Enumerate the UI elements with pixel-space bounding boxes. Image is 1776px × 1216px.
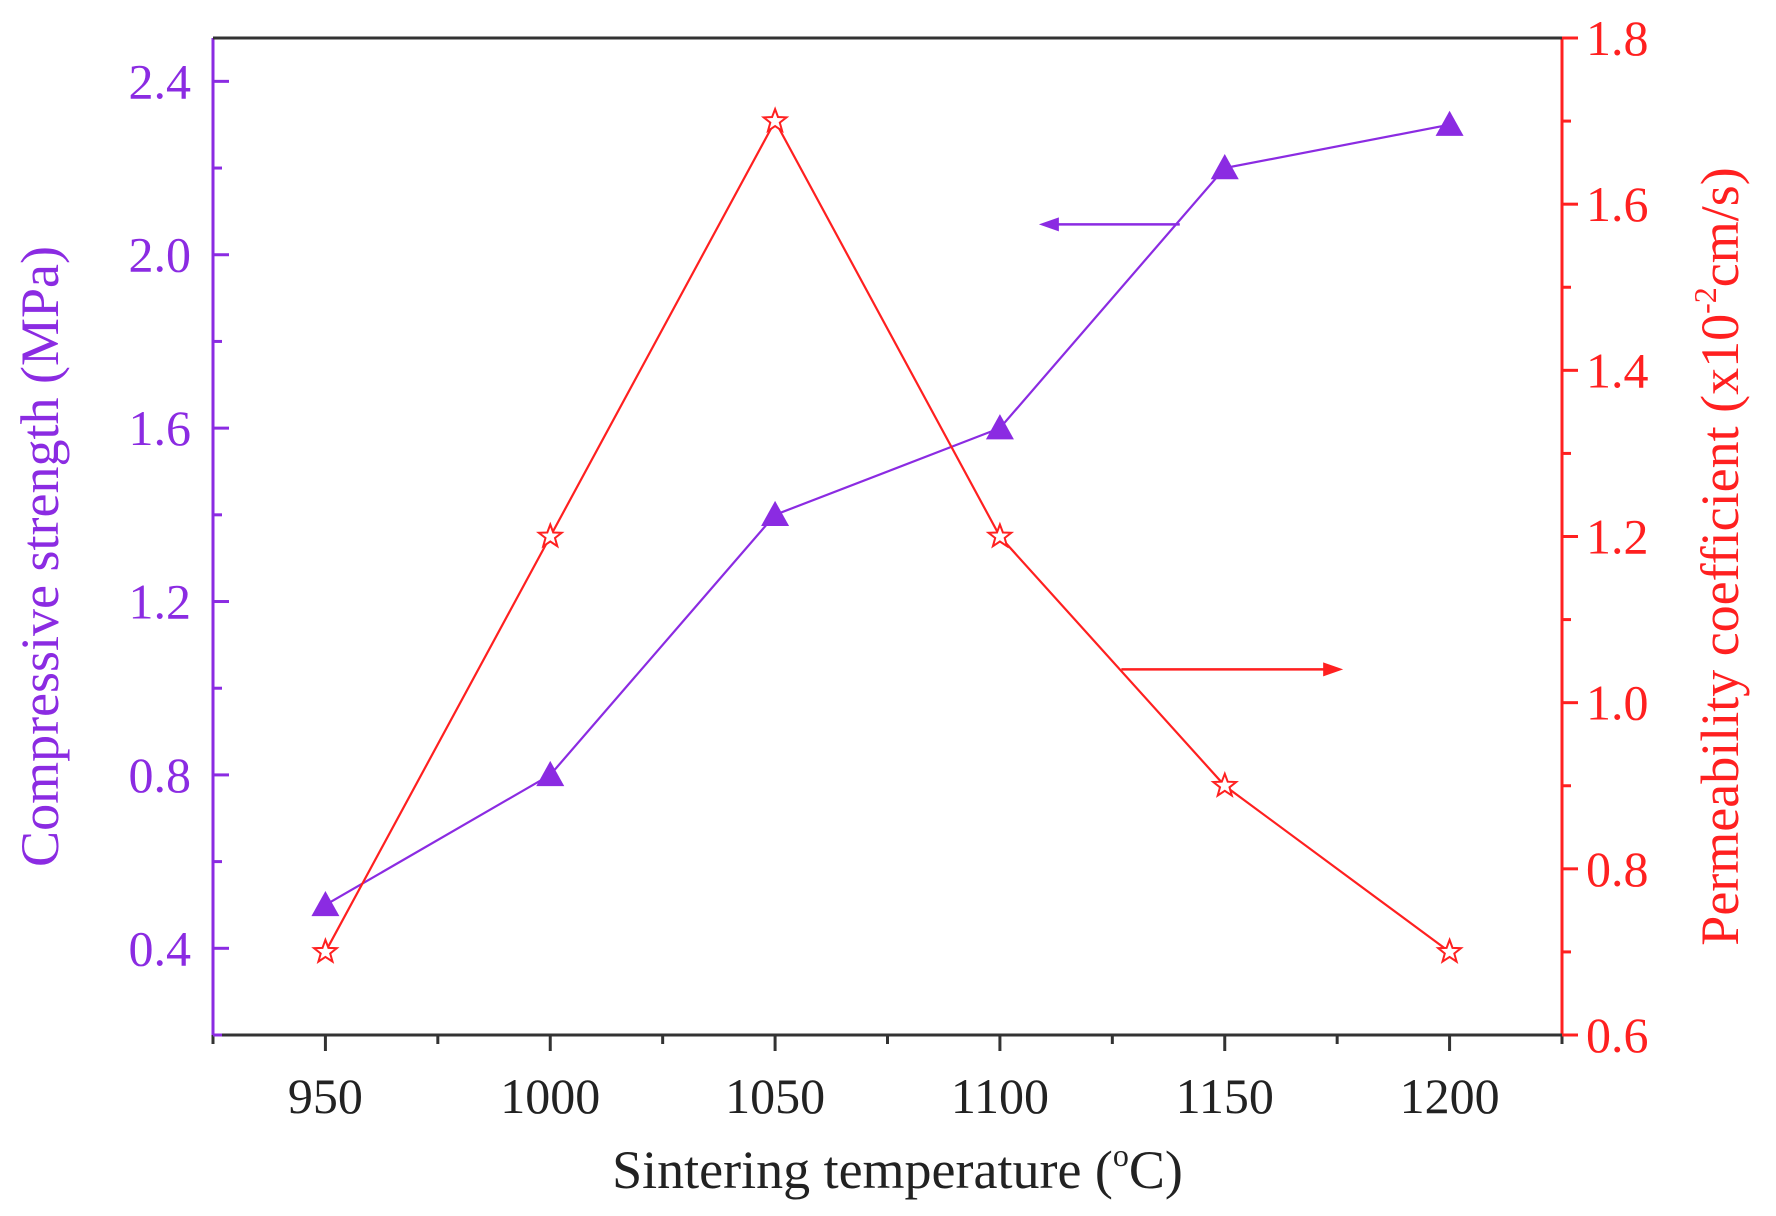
left-y-tick-label: 2.4 bbox=[129, 53, 192, 109]
triangle-marker bbox=[1435, 110, 1464, 136]
right-y-axis-title: Permeability coefficient (x10-2cm/s) bbox=[1687, 167, 1750, 945]
triangle-marker bbox=[761, 500, 790, 527]
arrow-annotations bbox=[1038, 217, 1344, 677]
left-y-axis-title: Compressive strength (MPa) bbox=[10, 246, 70, 867]
right-y-axis-ticks: 0.6 0.8 1.0 1.2 1.4 1.6 1.8 bbox=[1562, 10, 1649, 1063]
x-axis-title: Sintering temperature (oC) bbox=[612, 1137, 1183, 1200]
right-y-tick-label: 1.6 bbox=[1586, 176, 1649, 232]
x-axis-title-tail: C) bbox=[1129, 1140, 1183, 1200]
right-y-tick-label: 1.2 bbox=[1586, 509, 1649, 565]
triangle-marker bbox=[985, 414, 1014, 440]
right-y-tick-label: 1.8 bbox=[1586, 10, 1649, 66]
star-marker bbox=[1210, 770, 1239, 798]
right-y-axis-title-post: cm/s) bbox=[1690, 167, 1750, 287]
triangle-marker bbox=[1210, 154, 1239, 180]
right-y-tick-label: 1.4 bbox=[1586, 342, 1649, 398]
x-axis-title-main: Sintering temperature ( bbox=[612, 1140, 1113, 1200]
right-y-tick-label: 0.8 bbox=[1586, 841, 1649, 897]
left-y-tick-label: 1.6 bbox=[129, 400, 192, 456]
star-marker bbox=[1435, 937, 1464, 964]
right-arrow-head bbox=[1323, 662, 1344, 677]
x-axis-title-sup: o bbox=[1113, 1137, 1129, 1173]
series-lines bbox=[324, 118, 1451, 953]
left-y-axis-ticks: 0.4 0.8 1.2 1.6 2.0 2.4 bbox=[129, 53, 229, 1037]
right-series-line bbox=[324, 118, 1451, 953]
star-marker bbox=[311, 937, 340, 964]
star-marker bbox=[536, 521, 565, 549]
x-tick-label: 1200 bbox=[1400, 1068, 1500, 1124]
triangle-marker bbox=[536, 760, 565, 787]
right-y-axis-title-pre: Permeability coefficient (x10 bbox=[1690, 314, 1750, 946]
left-arrow-head bbox=[1038, 217, 1059, 232]
series-markers bbox=[311, 106, 1464, 964]
x-tick-label: 950 bbox=[288, 1068, 363, 1124]
x-tick-label: 1000 bbox=[500, 1068, 600, 1124]
right-y-tick-label: 0.6 bbox=[1586, 1007, 1649, 1063]
right-y-tick-label: 1.0 bbox=[1586, 675, 1649, 731]
left-series-line bbox=[324, 123, 1450, 906]
triangle-marker bbox=[311, 890, 340, 917]
star-marker bbox=[760, 106, 790, 134]
x-axis-ticks: 950 1000 1050 1100 1150 1200 bbox=[211, 1035, 1564, 1124]
left-y-tick-label: 2.0 bbox=[129, 227, 192, 283]
left-y-tick-label: 1.2 bbox=[129, 574, 192, 630]
right-y-axis-title-sup: -2 bbox=[1687, 287, 1723, 314]
x-tick-label: 1150 bbox=[1176, 1068, 1274, 1124]
x-tick-label: 1100 bbox=[951, 1068, 1049, 1124]
star-marker bbox=[985, 521, 1015, 549]
x-tick-label: 1050 bbox=[725, 1068, 825, 1124]
left-y-tick-label: 0.8 bbox=[129, 747, 192, 803]
left-y-tick-label: 0.4 bbox=[129, 920, 192, 976]
